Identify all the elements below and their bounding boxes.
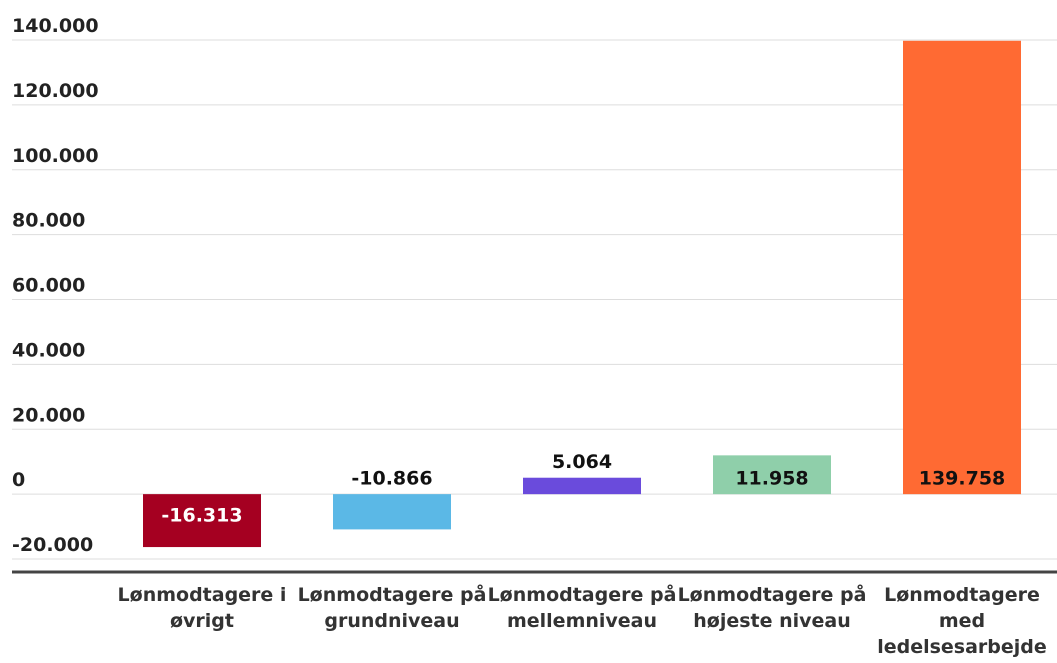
x-tick-label: Lønmodtagere på mellemniveau [487, 584, 677, 632]
bar [903, 40, 1021, 495]
bar [713, 455, 831, 495]
y-tick-label: 100.000 [12, 145, 99, 167]
y-tick-label: -20.000 [12, 534, 93, 556]
y-tick-label: 140.000 [12, 15, 99, 37]
bar [143, 494, 261, 548]
x-tick-label: Lønmodtagere i øvrigt [117, 584, 287, 632]
bar [333, 494, 451, 530]
y-tick-label: 40.000 [12, 339, 85, 361]
y-tick-label: 120.000 [12, 80, 99, 102]
data-label: -10.866 [351, 468, 432, 490]
y-tick-label: 20.000 [12, 404, 85, 426]
bar [523, 477, 641, 495]
y-tick-label: 80.000 [12, 210, 85, 232]
x-tick-label: Lønmodtagere med ledelsesarbejde [877, 584, 1047, 658]
x-tick-label: Lønmodtagere på grundniveau [297, 584, 487, 632]
data-label: 139.758 [919, 468, 1006, 490]
data-label: 5.064 [552, 451, 612, 473]
data-label: -16.313 [161, 505, 242, 527]
x-tick-label: Lønmodtagere på højeste niveau [677, 584, 867, 632]
y-tick-label: 60.000 [12, 275, 85, 297]
y-tick-label: 0 [12, 469, 25, 491]
data-label: 11.958 [735, 468, 808, 490]
